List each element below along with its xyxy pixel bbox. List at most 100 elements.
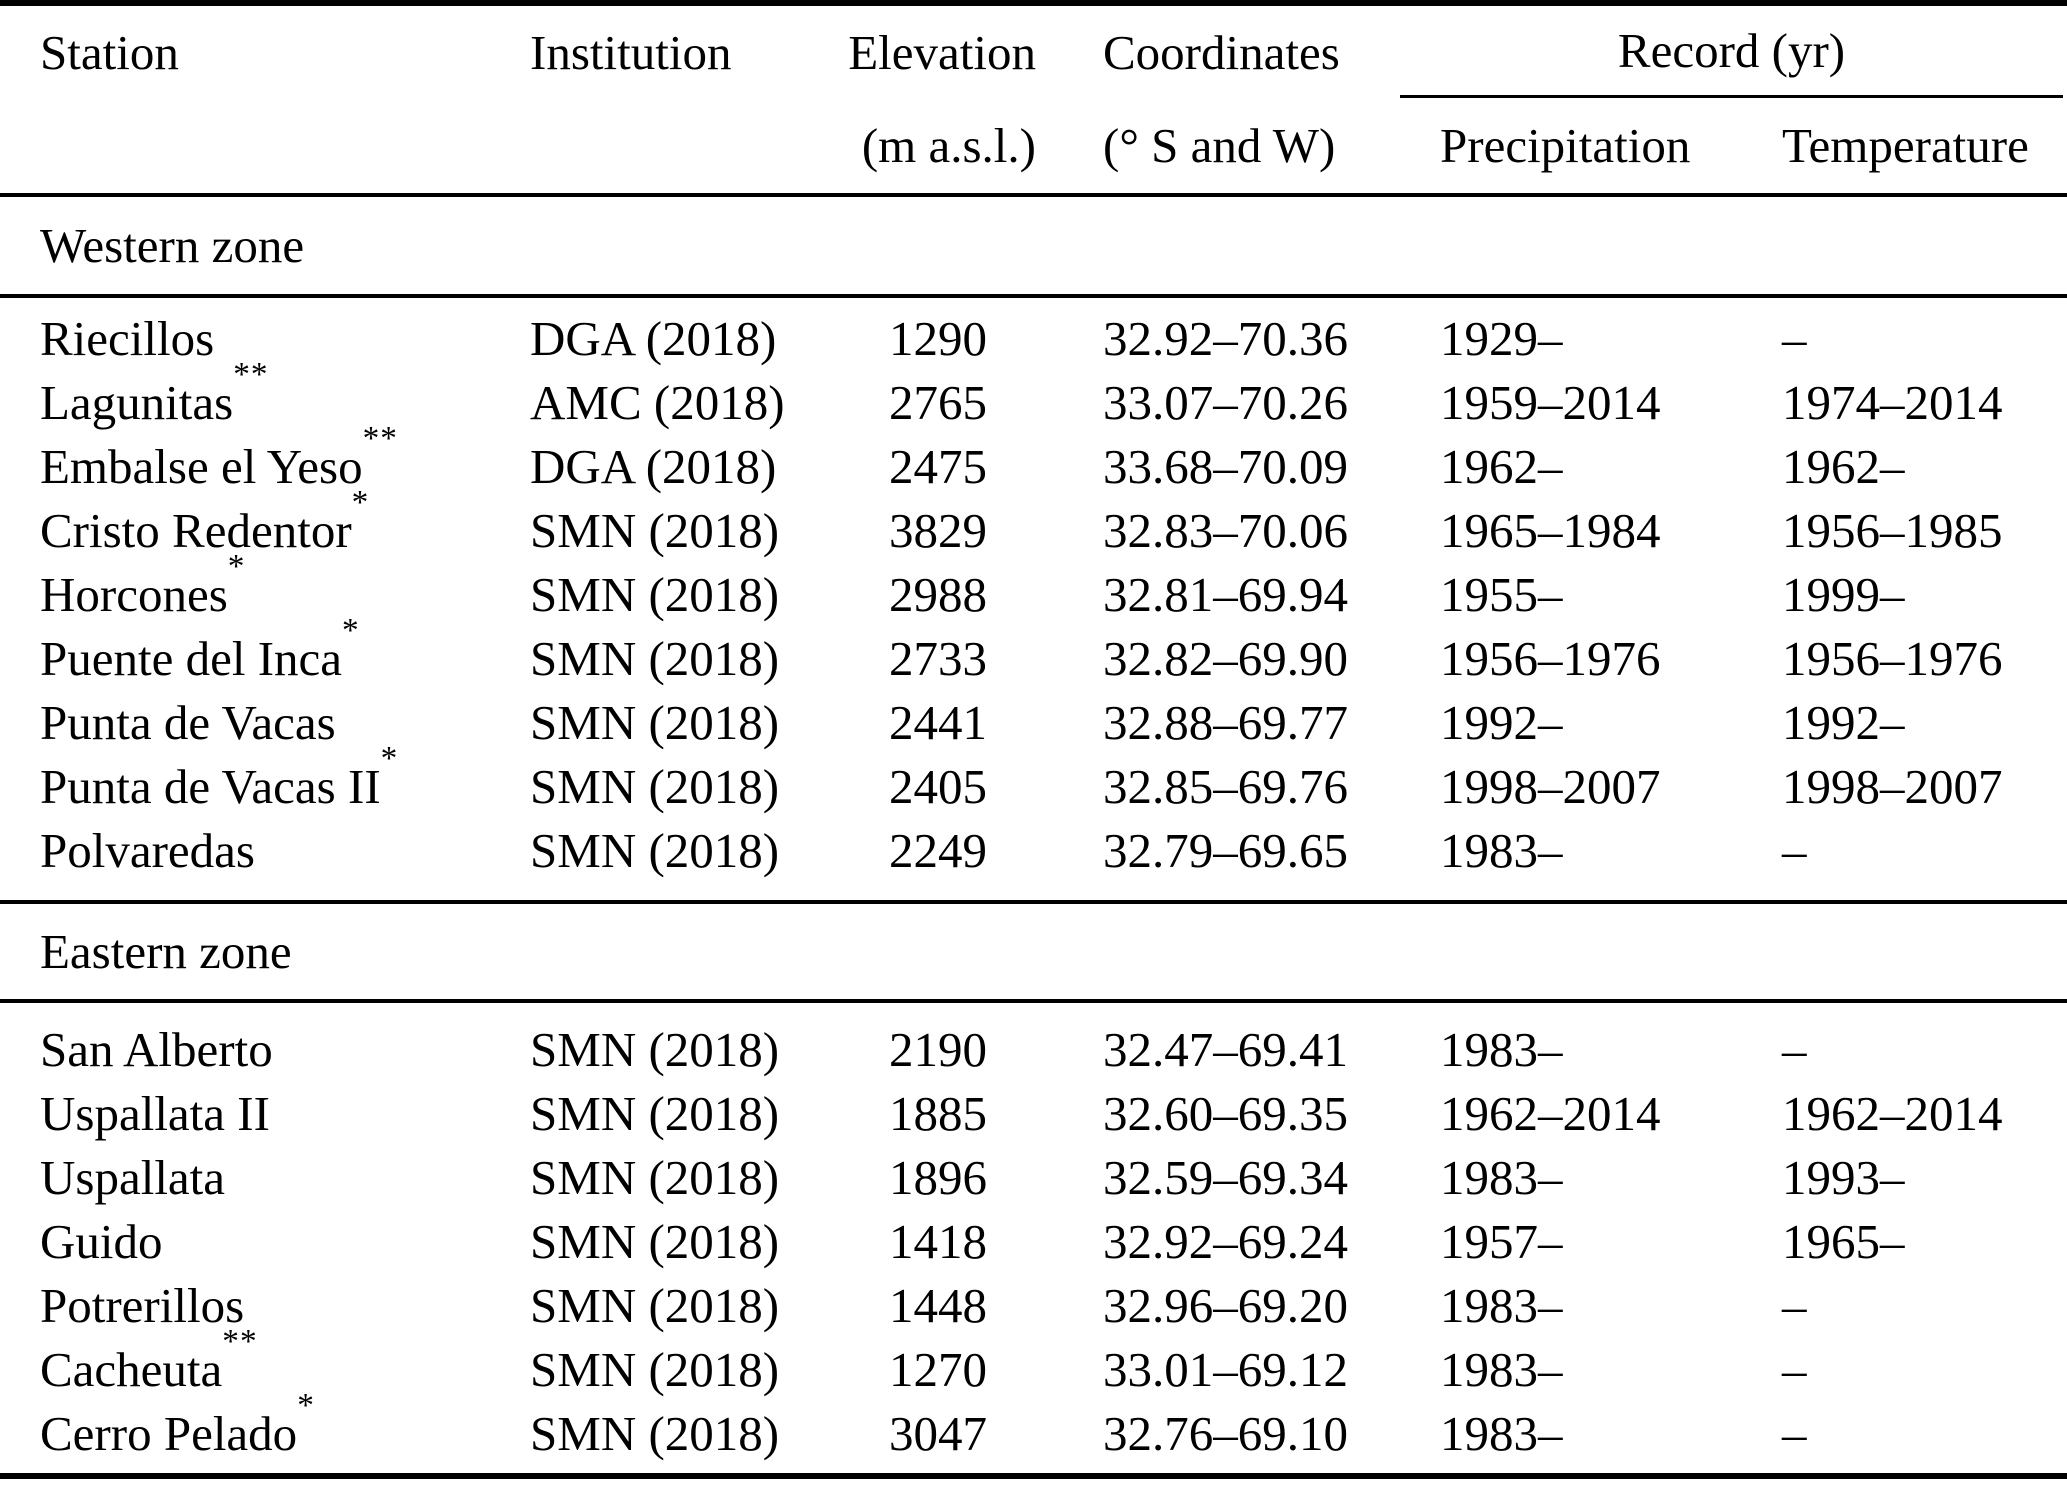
bottom-rule [0, 1473, 2067, 1479]
institution-cell: DGA (2018) [530, 438, 777, 494]
temperature-cell: 1956–1976 [1782, 630, 2003, 686]
station-marker: * [380, 740, 399, 778]
institution-cell: SMN (2018) [530, 1021, 780, 1077]
institution-cell: SMN (2018) [530, 630, 780, 686]
table-row: Guido SMN (2018) 1418 32.92–69.24 1957– … [0, 1209, 2067, 1273]
precipitation-cell: 1983– [1440, 1149, 1563, 1205]
precipitation-cell: 1992– [1440, 694, 1563, 750]
institution-cell: SMN (2018) [530, 1277, 780, 1333]
station-marker: * [351, 484, 370, 522]
institution-cell: SMN (2018) [530, 502, 780, 558]
precipitation-cell: 1983– [1440, 1021, 1563, 1077]
elevation-cell: 2190 [889, 1021, 987, 1077]
station-name: Horcones [40, 566, 228, 622]
station-cell: Cerro Pelado* [40, 1389, 530, 1462]
institution-cell: SMN (2018) [530, 1149, 780, 1205]
coordinates-cell: 32.79–69.65 [1103, 822, 1348, 878]
elevation-cell: 2765 [889, 374, 987, 430]
coordinates-cell: 32.47–69.41 [1103, 1021, 1348, 1077]
column-unit-coordinates: (° S and W) [1103, 118, 1336, 173]
institution-cell: SMN (2018) [530, 1405, 780, 1461]
column-header-temperature: Temperature [1782, 118, 2029, 173]
station-cell: Punta de Vacas [40, 694, 530, 751]
zone-title: Eastern zone [40, 924, 292, 979]
precipitation-cell: 1955– [1440, 566, 1563, 622]
coordinates-cell: 33.01–69.12 [1103, 1341, 1348, 1397]
precipitation-cell: 1962–2014 [1440, 1085, 1661, 1141]
elevation-cell: 1896 [889, 1149, 987, 1205]
elevation-cell: 2441 [889, 694, 987, 750]
elevation-cell: 2249 [889, 822, 987, 878]
temperature-cell: – [1782, 1277, 1807, 1333]
table-row: San Alberto SMN (2018) 2190 32.47–69.41 … [0, 1017, 2067, 1081]
institution-cell: SMN (2018) [530, 1213, 780, 1269]
station-name: Embalse el Yeso [40, 438, 363, 494]
table-row: Punta de Vacas SMN (2018) 2441 32.88–69.… [0, 690, 2067, 754]
precipitation-cell: 1983– [1440, 1341, 1563, 1397]
station-name: Cacheuta [40, 1341, 223, 1397]
table-row: Polvaredas SMN (2018) 2249 32.79–69.65 1… [0, 818, 2067, 882]
elevation-cell: 1270 [889, 1341, 987, 1397]
station-cell: Puente del Inca* [40, 614, 530, 687]
elevation-cell: 1885 [889, 1085, 987, 1141]
precipitation-cell: 1956–1976 [1440, 630, 1661, 686]
station-name: Punta de Vacas [40, 694, 336, 750]
elevation-cell: 2405 [889, 758, 987, 814]
table-row: Punta de Vacas II* SMN (2018) 2405 32.85… [0, 742, 2067, 818]
coordinates-cell: 32.60–69.35 [1103, 1085, 1348, 1141]
table-row: Embalse el Yeso** DGA (2018) 2475 33.68–… [0, 422, 2067, 498]
station-marker: ** [233, 356, 269, 394]
station-name: San Alberto [40, 1021, 273, 1077]
coordinates-cell: 32.76–69.10 [1103, 1405, 1348, 1461]
station-marker: * [227, 548, 246, 586]
institution-cell: SMN (2018) [530, 822, 780, 878]
coordinates-cell: 33.07–70.26 [1103, 374, 1348, 430]
station-cell: Lagunitas** [40, 358, 530, 431]
station-name: Puente del Inca [40, 630, 343, 686]
station-name: Guido [40, 1213, 163, 1269]
precipitation-cell: 1929– [1440, 310, 1563, 366]
coordinates-cell: 32.85–69.76 [1103, 758, 1348, 814]
elevation-cell: 1290 [889, 310, 987, 366]
station-cell: Polvaredas [40, 822, 530, 879]
coordinates-cell: 32.96–69.20 [1103, 1277, 1348, 1333]
western-zone-rows: Riecillos DGA (2018) 1290 32.92–70.36 19… [0, 298, 2067, 900]
coordinates-cell: 32.92–70.36 [1103, 310, 1348, 366]
coordinates-cell: 32.82–69.90 [1103, 630, 1348, 686]
precipitation-cell: 1965–1984 [1440, 502, 1661, 558]
column-group-record: Record (yr) [1400, 6, 2063, 98]
institution-cell: SMN (2018) [530, 1085, 780, 1141]
record-group-label: Record (yr) [1617, 23, 1846, 78]
station-cell: Embalse el Yeso** [40, 422, 530, 495]
coordinates-cell: 33.68–70.09 [1103, 438, 1348, 494]
station-name: Cerro Pelado [40, 1405, 298, 1461]
precipitation-cell: 1959–2014 [1440, 374, 1661, 430]
institution-cell: AMC (2018) [530, 374, 785, 430]
coordinates-cell: 32.83–70.06 [1103, 502, 1348, 558]
station-name: Polvaredas [40, 822, 255, 878]
temperature-cell: 1998–2007 [1782, 758, 2003, 814]
elevation-cell: 1418 [889, 1213, 987, 1269]
station-cell: Cristo Redentor* [40, 486, 530, 559]
station-cell: Uspallata II [40, 1085, 530, 1142]
temperature-cell: – [1782, 822, 1807, 878]
precipitation-cell: 1998–2007 [1440, 758, 1661, 814]
top-rule [0, 0, 2067, 6]
station-name: Potrerillos [40, 1277, 245, 1333]
temperature-cell: – [1782, 310, 1807, 366]
station-cell: Punta de Vacas II* [40, 742, 530, 815]
eastern-zone-top-rule [0, 900, 2067, 904]
institution-cell: SMN (2018) [530, 1341, 780, 1397]
precipitation-cell: 1983– [1440, 1405, 1563, 1461]
eastern-zone-rows: San Alberto SMN (2018) 2190 32.47–69.41 … [0, 1003, 2067, 1473]
station-name: Uspallata [40, 1149, 226, 1205]
column-header-coordinates: Coordinates [1103, 24, 1340, 80]
eastern-zone-rule [0, 999, 2067, 1003]
station-cell: Cacheuta** [40, 1325, 530, 1398]
header-row-2: (m a.s.l.) (° S and W) Precipitation Tem… [0, 98, 2067, 193]
elevation-cell: 2733 [889, 630, 987, 686]
station-marker: * [297, 1387, 315, 1425]
column-header-institution: Institution [530, 24, 732, 80]
institution-cell: DGA (2018) [530, 310, 777, 366]
